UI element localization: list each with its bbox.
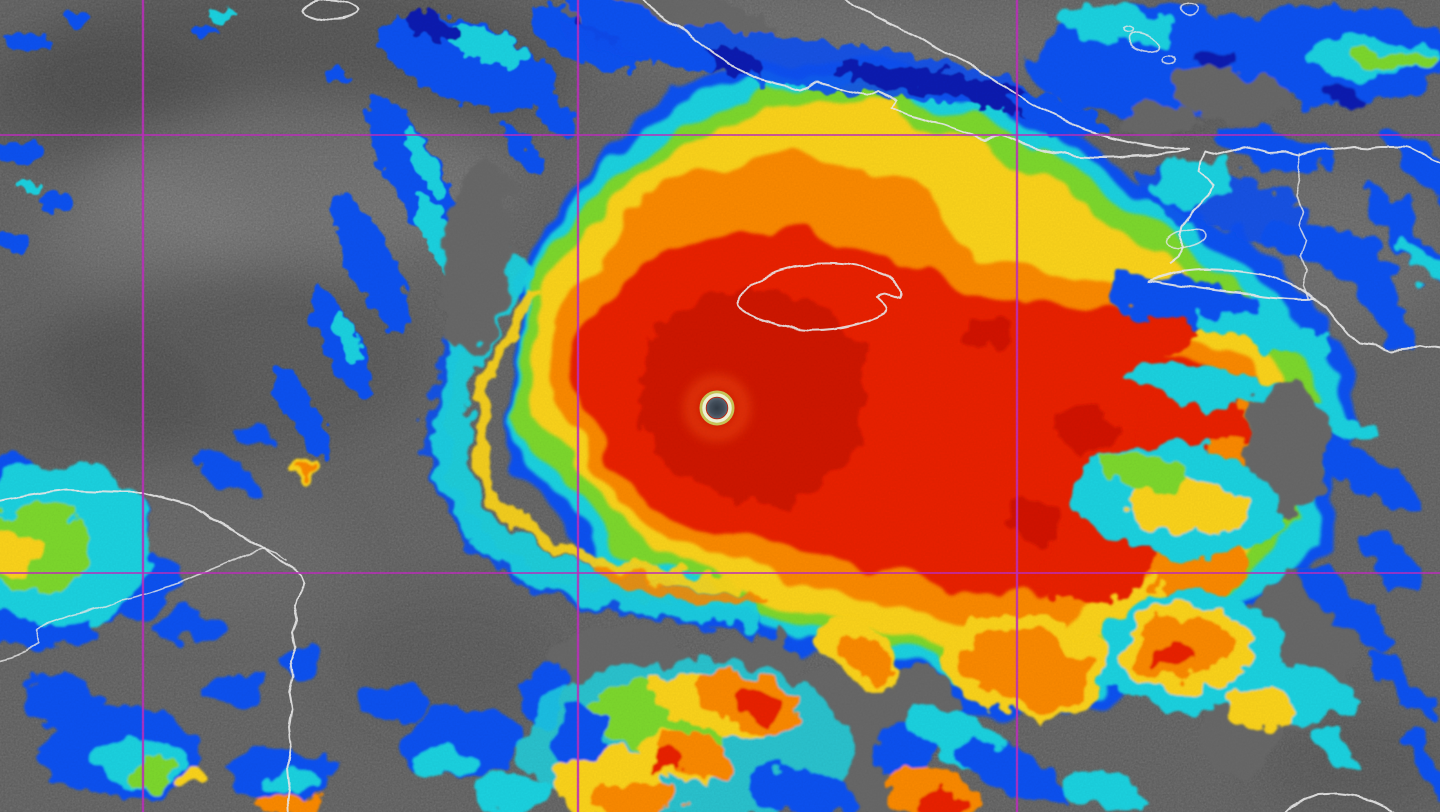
weather-satellite-view (0, 0, 1440, 812)
satellite-image (0, 0, 1440, 812)
global-grain-overlay (0, 0, 1440, 812)
